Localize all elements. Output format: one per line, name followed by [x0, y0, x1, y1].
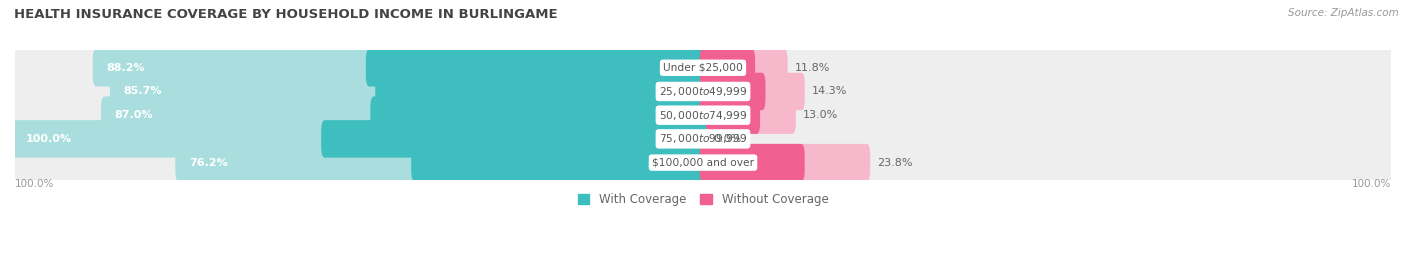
FancyBboxPatch shape	[375, 73, 706, 110]
Text: 87.0%: 87.0%	[115, 110, 153, 120]
Text: Under $25,000: Under $25,000	[664, 63, 742, 73]
Text: 100.0%: 100.0%	[25, 134, 72, 144]
Text: 85.7%: 85.7%	[124, 86, 162, 97]
Text: 88.2%: 88.2%	[107, 63, 145, 73]
FancyBboxPatch shape	[700, 73, 804, 110]
FancyBboxPatch shape	[10, 112, 1396, 166]
FancyBboxPatch shape	[93, 49, 706, 87]
FancyBboxPatch shape	[366, 49, 706, 87]
FancyBboxPatch shape	[700, 73, 765, 110]
FancyBboxPatch shape	[700, 49, 787, 87]
FancyBboxPatch shape	[176, 144, 706, 181]
Text: 76.2%: 76.2%	[188, 158, 228, 168]
Text: 11.8%: 11.8%	[794, 63, 830, 73]
FancyBboxPatch shape	[10, 88, 1396, 143]
Text: 100.0%: 100.0%	[1351, 179, 1391, 189]
Text: 100.0%: 100.0%	[15, 179, 55, 189]
FancyBboxPatch shape	[700, 97, 796, 134]
Text: $25,000 to $49,999: $25,000 to $49,999	[659, 85, 747, 98]
Text: Source: ZipAtlas.com: Source: ZipAtlas.com	[1288, 8, 1399, 18]
FancyBboxPatch shape	[370, 97, 706, 134]
FancyBboxPatch shape	[10, 41, 1396, 95]
Text: 14.3%: 14.3%	[811, 86, 846, 97]
FancyBboxPatch shape	[11, 120, 706, 158]
FancyBboxPatch shape	[10, 135, 1396, 190]
FancyBboxPatch shape	[700, 97, 761, 134]
FancyBboxPatch shape	[101, 97, 706, 134]
FancyBboxPatch shape	[411, 144, 706, 181]
Text: 0.0%: 0.0%	[713, 134, 741, 144]
Legend: With Coverage, Without Coverage: With Coverage, Without Coverage	[572, 189, 834, 211]
FancyBboxPatch shape	[700, 144, 870, 181]
Text: $100,000 and over: $100,000 and over	[652, 158, 754, 168]
FancyBboxPatch shape	[700, 49, 755, 87]
Text: $75,000 to $99,999: $75,000 to $99,999	[659, 132, 747, 145]
FancyBboxPatch shape	[700, 144, 804, 181]
Text: $50,000 to $74,999: $50,000 to $74,999	[659, 109, 747, 122]
Text: 23.8%: 23.8%	[877, 158, 912, 168]
Text: 13.0%: 13.0%	[803, 110, 838, 120]
Text: HEALTH INSURANCE COVERAGE BY HOUSEHOLD INCOME IN BURLINGAME: HEALTH INSURANCE COVERAGE BY HOUSEHOLD I…	[14, 8, 558, 21]
FancyBboxPatch shape	[321, 120, 706, 158]
FancyBboxPatch shape	[10, 64, 1396, 119]
FancyBboxPatch shape	[110, 73, 706, 110]
